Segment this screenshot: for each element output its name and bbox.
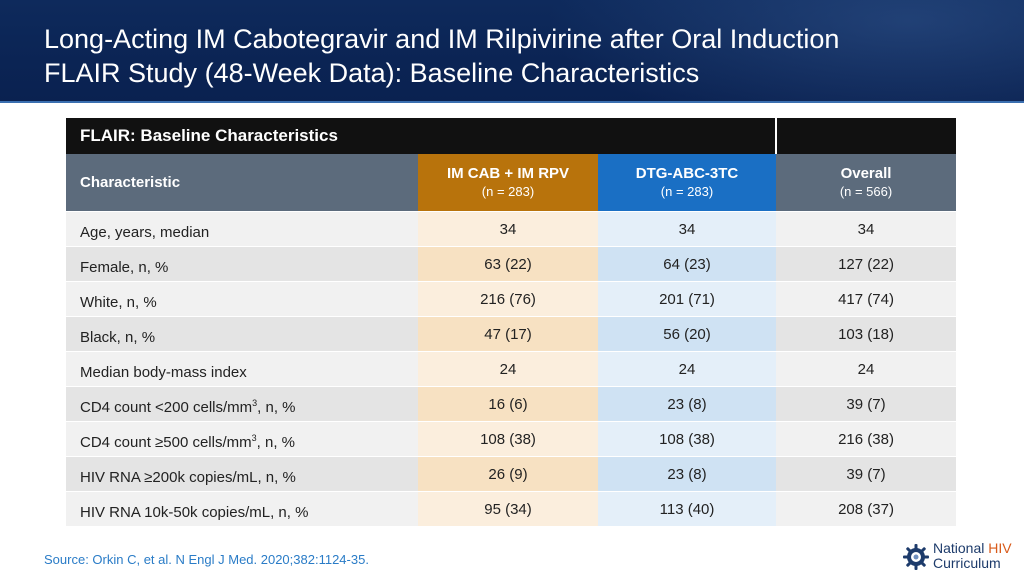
cell-dtg-abc-3tc: 34: [598, 210, 777, 246]
cell-im-cab-rpv: 216 (76): [418, 280, 598, 316]
arm-header-dtg-abc-3tc: DTG-ABC-3TC (n = 283): [598, 154, 777, 211]
table-row: Female, n, % 63 (22) 64 (23) 127 (22): [66, 245, 957, 281]
table-row: White, n, % 216 (76) 201 (71) 417 (74): [66, 280, 957, 316]
arm-header-n: (n = 283): [481, 184, 535, 200]
cell-dtg-abc-3tc: 201 (71): [598, 280, 777, 316]
arm-header-n: (n = 283): [660, 184, 714, 200]
table-row: Median body-mass index 24 24 24: [66, 350, 957, 386]
table-row: Black, n, % 47 (17) 56 (20) 103 (18): [66, 315, 957, 351]
arm-header-n: (n = 566): [839, 184, 893, 200]
table-row: CD4 count <200 cells/mm3, n, % 16 (6) 23…: [66, 385, 957, 421]
logo-hiv: HIV: [988, 540, 1012, 556]
row-label: CD4 count <200 cells/mm3, n, %: [66, 385, 418, 421]
row-label-suffix: , n, %: [256, 434, 296, 451]
cell-overall: 103 (18): [776, 315, 957, 351]
cell-dtg-abc-3tc: 108 (38): [598, 420, 777, 456]
arm-header-name: IM CAB + IM RPV: [446, 165, 570, 183]
cell-overall: 417 (74): [776, 280, 957, 316]
header-divider: [0, 101, 1024, 103]
cell-im-cab-rpv: 47 (17): [418, 315, 598, 351]
table-row: CD4 count ≥500 cells/mm3, n, % 108 (38) …: [66, 420, 957, 456]
cell-dtg-abc-3tc: 24: [598, 350, 777, 386]
characteristic-header: Characteristic: [66, 154, 418, 211]
row-label-text: CD4 count <200 cells/mm: [80, 399, 253, 416]
cell-im-cab-rpv: 63 (22): [418, 245, 598, 281]
row-label: HIV RNA 10k-50k copies/mL, n, %: [66, 490, 418, 526]
arm-header-overall: Overall (n = 566): [776, 154, 957, 211]
table-row: HIV RNA ≥200k copies/mL, n, % 26 (9) 23 …: [66, 455, 957, 491]
cell-im-cab-rpv: 108 (38): [418, 420, 598, 456]
cell-dtg-abc-3tc: 56 (20): [598, 315, 777, 351]
superscript: 3: [251, 433, 257, 443]
cell-overall: 39 (7): [776, 455, 957, 491]
cell-overall: 34: [776, 210, 957, 246]
cell-overall: 216 (38): [776, 420, 957, 456]
logo-wordmark: National HIV Curriculum: [933, 541, 1012, 571]
row-label: Female, n, %: [66, 245, 418, 281]
cell-dtg-abc-3tc: 113 (40): [598, 490, 777, 526]
cell-im-cab-rpv: 24: [418, 350, 598, 386]
row-label: CD4 count ≥500 cells/mm3, n, %: [66, 420, 418, 456]
row-label-text: CD4 count ≥500 cells/mm: [80, 434, 252, 451]
cell-im-cab-rpv: 16 (6): [418, 385, 598, 421]
logo-curriculum: Curriculum: [933, 555, 1001, 571]
row-label: Median body-mass index: [66, 350, 418, 386]
arm-header-im-cab-rpv: IM CAB + IM RPV (n = 283): [418, 154, 598, 211]
row-label-suffix: , n, %: [257, 399, 296, 416]
cell-overall: 208 (37): [776, 490, 957, 526]
cell-im-cab-rpv: 95 (34): [418, 490, 598, 526]
cell-im-cab-rpv: 34: [418, 210, 598, 246]
arm-header-name: Overall: [840, 165, 892, 183]
slide-title-line-2: FLAIR Study (48-Week Data): Baseline Cha…: [44, 58, 700, 88]
baseline-characteristics-table: FLAIR: Baseline Characteristics Characte…: [66, 118, 957, 526]
cell-im-cab-rpv: 26 (9): [418, 455, 598, 491]
table-title-row: FLAIR: Baseline Characteristics: [66, 118, 957, 154]
arm-header-name: DTG-ABC-3TC: [635, 165, 739, 183]
gear-icon: [903, 544, 929, 570]
source-citation: Source: Orkin C, et al. N Engl J Med. 20…: [44, 552, 369, 567]
cell-dtg-abc-3tc: 23 (8): [598, 385, 777, 421]
row-label: HIV RNA ≥200k copies/mL, n, %: [66, 455, 418, 491]
table-title: FLAIR: Baseline Characteristics: [66, 118, 777, 154]
table-title-blank-cell: [775, 118, 957, 154]
row-label: Black, n, %: [66, 315, 418, 351]
table-row: Age, years, median 34 34 34: [66, 210, 957, 246]
cell-dtg-abc-3tc: 23 (8): [598, 455, 777, 491]
cell-overall: 39 (7): [776, 385, 957, 421]
cell-overall: 24: [776, 350, 957, 386]
row-label: Age, years, median: [66, 210, 418, 246]
superscript: 3: [252, 398, 258, 408]
cell-dtg-abc-3tc: 64 (23): [598, 245, 777, 281]
row-label: White, n, %: [66, 280, 418, 316]
slide-title: Long-Acting IM Cabotegravir and IM Rilpi…: [44, 22, 839, 90]
table-header-row: Characteristic IM CAB + IM RPV (n = 283)…: [66, 154, 957, 211]
title-banner: Long-Acting IM Cabotegravir and IM Rilpi…: [0, 0, 1024, 103]
table-row: HIV RNA 10k-50k copies/mL, n, % 95 (34) …: [66, 490, 957, 526]
cell-overall: 127 (22): [776, 245, 957, 281]
slide-title-line-1: Long-Acting IM Cabotegravir and IM Rilpi…: [44, 24, 840, 54]
logo-national: National: [933, 540, 985, 556]
national-hiv-curriculum-logo: National HIV Curriculum: [902, 541, 1020, 573]
